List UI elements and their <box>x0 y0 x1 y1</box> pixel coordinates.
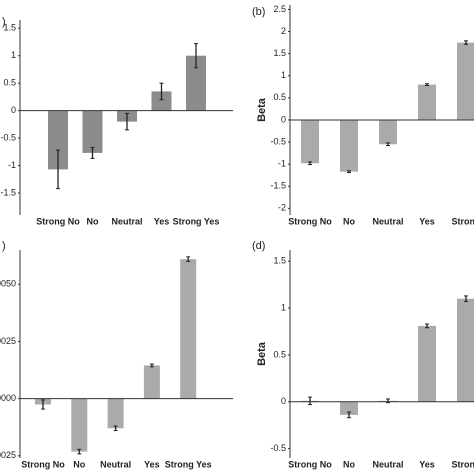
x-tick-label: Strong No <box>36 216 80 226</box>
y-tick-label: 0 <box>281 114 286 124</box>
bar <box>418 325 436 402</box>
y-tick-label: 1 <box>281 70 286 80</box>
panel-label: (d) <box>252 240 265 252</box>
bar <box>48 110 68 170</box>
x-tick-label: Strong Yes <box>165 459 212 469</box>
x-tick-label: Strong <box>452 216 474 226</box>
x-tick-label: Strong No <box>288 216 332 226</box>
y-tick-label: 0050 <box>0 279 16 289</box>
bar <box>107 398 124 429</box>
y-tick-label: 0 <box>11 105 16 115</box>
y-axis-label: Beta <box>256 97 268 122</box>
bar <box>186 55 206 111</box>
bar <box>340 119 358 172</box>
y-tick-label: -0.5 <box>270 443 286 453</box>
bar <box>151 91 172 111</box>
bar <box>82 110 103 153</box>
x-tick-label: No <box>87 216 99 226</box>
y-tick-label: -1 <box>278 159 286 169</box>
x-tick-label: Yes <box>419 459 435 469</box>
bar <box>379 119 397 145</box>
x-tick-label: Yes <box>144 459 160 469</box>
x-tick-label: Neutral <box>111 216 142 226</box>
y-tick-label: 2.5 <box>273 4 286 14</box>
y-axis-label: Beta <box>256 341 268 366</box>
y-tick-label: 0.5 <box>273 92 286 102</box>
x-tick-label: No <box>73 459 85 469</box>
bar <box>180 259 197 399</box>
y-tick-label: 1.5 <box>273 256 286 266</box>
x-tick-label: No <box>343 216 355 226</box>
y-tick-label: 0.5 <box>273 349 286 359</box>
bar <box>418 84 436 120</box>
y-tick-label: 1.5 <box>3 23 16 33</box>
y-tick-label: 0 <box>281 396 286 406</box>
x-tick-label: Strong <box>452 459 474 469</box>
x-tick-label: Strong No <box>288 459 332 469</box>
y-tick-label: -2 <box>278 203 286 213</box>
x-tick-label: Neutral <box>100 459 131 469</box>
bar <box>301 119 319 164</box>
x-tick-label: Yes <box>154 216 170 226</box>
y-tick-label: -1.5 <box>0 187 16 197</box>
x-tick-label: Neutral <box>372 459 403 469</box>
y-tick-label: -0.5 <box>0 132 16 142</box>
bar <box>457 42 474 120</box>
x-tick-label: Neutral <box>372 216 403 226</box>
y-tick-label: 1 <box>11 50 16 60</box>
y-tick-label: 1.5 <box>273 48 286 58</box>
y-tick-label: -1 <box>8 160 16 170</box>
y-tick-label: 1 <box>281 302 286 312</box>
panel-label: ) <box>2 16 6 28</box>
bar <box>71 398 88 452</box>
y-tick-label: -1.5 <box>270 181 286 191</box>
x-tick-label: Strong Yes <box>173 216 220 226</box>
y-tick-label: 2 <box>281 26 286 36</box>
y-tick-label: 0.5 <box>3 78 16 88</box>
x-tick-label: Yes <box>419 216 435 226</box>
panel-label: (b) <box>252 6 265 18</box>
x-tick-label: No <box>343 459 355 469</box>
bar <box>457 298 474 402</box>
bar <box>340 401 358 415</box>
x-tick-label: Strong No <box>21 459 65 469</box>
y-tick-label: -0.5 <box>270 136 286 146</box>
bar <box>143 365 160 399</box>
panel-label: ) <box>2 240 6 252</box>
